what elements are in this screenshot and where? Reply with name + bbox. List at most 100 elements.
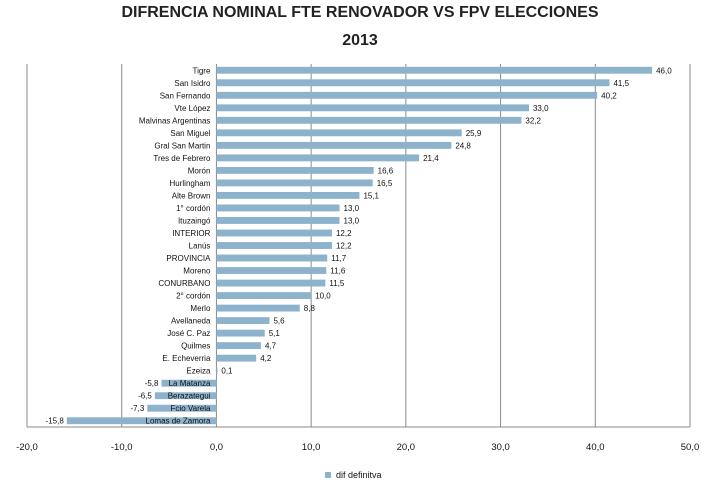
bar — [161, 379, 217, 387]
category-label: Morón — [188, 166, 211, 175]
x-tick-label: 20,0 — [397, 442, 416, 453]
bar — [216, 66, 653, 74]
data-label: 46,0 — [656, 66, 672, 75]
category-label: Lanús — [189, 242, 211, 251]
bar — [216, 217, 340, 224]
data-label: 0,1 — [221, 367, 233, 376]
x-tick-label: 0,0 — [210, 442, 223, 453]
bar — [216, 104, 529, 112]
category-label: Gral San Martin — [154, 141, 210, 150]
category-label: San Isidro — [174, 79, 211, 88]
x-tick-label: -10,0 — [111, 442, 133, 453]
bar — [216, 279, 326, 287]
category-label: 1° cordón — [176, 204, 210, 213]
data-label: 5,1 — [269, 329, 281, 338]
bar — [216, 342, 261, 350]
bar — [216, 191, 360, 199]
bar — [216, 79, 610, 87]
data-label: 4,2 — [260, 354, 272, 363]
bar — [66, 417, 217, 425]
bar — [216, 91, 598, 99]
plot-area: -20,0 -10,0 0,0 10,0 20,0 30,0 40,0 50,0 Tigre Sa… — [16, 64, 699, 453]
x-tick-label: 40,0 — [586, 442, 605, 453]
data-label: 33,0 — [533, 104, 549, 113]
category-label: Malvinas Argentinas — [139, 116, 211, 125]
bar — [216, 304, 300, 312]
x-tick-label: 30,0 — [491, 442, 510, 453]
bar — [216, 317, 270, 325]
bar — [154, 392, 217, 400]
data-label: 8,8 — [304, 304, 316, 313]
x-tick-label: 50,0 — [681, 442, 700, 453]
data-label: 5,6 — [273, 317, 285, 326]
category-label: Moreno — [183, 267, 211, 276]
bar — [216, 179, 373, 187]
category-label: PROVINCIA — [166, 254, 211, 263]
data-label: 15,1 — [363, 191, 379, 200]
chart-title-line2: 2013 — [342, 32, 378, 49]
data-label: 25,9 — [466, 129, 482, 138]
category-label: Fcio Varela — [171, 404, 211, 413]
data-label: 11,5 — [329, 279, 345, 288]
data-label: 12,2 — [336, 242, 352, 251]
data-label: 11,6 — [330, 267, 346, 276]
category-label: Merlo — [190, 304, 211, 313]
data-label: 12,2 — [336, 229, 352, 238]
bar — [216, 267, 327, 274]
category-label: Alte Brown — [172, 191, 211, 200]
x-tick-label: 10,0 — [302, 442, 321, 453]
bar — [216, 292, 312, 300]
data-label: -15,8 — [46, 417, 65, 426]
bar — [216, 229, 332, 237]
data-label: 40,2 — [601, 91, 617, 100]
data-label: 11,7 — [331, 254, 347, 263]
data-label: -5,8 — [145, 379, 159, 388]
bar — [216, 129, 462, 137]
category-label: La Matanza — [169, 379, 211, 388]
category-label: Ituzaingó — [178, 216, 211, 225]
bar — [216, 354, 257, 362]
category-label: Hurlingham — [170, 179, 211, 188]
data-label: 24,8 — [455, 141, 471, 150]
category-label: San Fernando — [160, 91, 211, 100]
bar — [147, 404, 217, 412]
category-label: Ezeiza — [186, 367, 211, 376]
category-label: Tigre — [192, 66, 210, 75]
bar — [216, 116, 522, 124]
category-label: Tres de Febrero — [153, 154, 211, 163]
bar — [216, 367, 218, 375]
category-label: CONURBANO — [158, 279, 210, 288]
category-label: Berazategui — [168, 392, 211, 401]
data-label: 10,0 — [315, 292, 331, 301]
category-label: E. Echeverria — [162, 354, 211, 363]
category-label: INTERIOR — [172, 229, 210, 238]
data-label: 16,6 — [378, 166, 394, 175]
category-label: José C. Paz — [167, 329, 210, 338]
data-label: -6,5 — [138, 392, 152, 401]
x-tick-label: -20,0 — [16, 442, 38, 453]
category-label: Avellaneda — [171, 317, 211, 326]
data-label: -7,3 — [130, 404, 144, 413]
data-label: 32,2 — [525, 116, 541, 125]
data-label: 13,0 — [344, 216, 360, 225]
category-label: Lomas de Zamora — [146, 417, 211, 426]
data-label: 13,0 — [344, 204, 360, 213]
bar — [216, 141, 452, 149]
category-label: Quilmes — [181, 342, 210, 351]
legend-label: dif definitva — [336, 470, 382, 480]
legend-swatch — [325, 472, 331, 478]
bar — [216, 242, 332, 249]
category-label: 2° cordón — [176, 292, 210, 301]
data-label: 16,5 — [377, 179, 393, 188]
data-label: 41,5 — [613, 79, 629, 88]
category-label: Vte López — [174, 104, 210, 113]
chart-title-line1: DIFRENCIA NOMINAL FTE RENOVADOR VS FPV E… — [121, 4, 598, 21]
bar — [216, 329, 265, 337]
category-label: San Miguel — [170, 129, 210, 138]
data-label: 4,7 — [265, 342, 277, 351]
legend: dif definitva — [325, 470, 382, 480]
data-label: 21,4 — [423, 154, 439, 163]
bar — [216, 166, 374, 174]
bar — [216, 254, 328, 262]
